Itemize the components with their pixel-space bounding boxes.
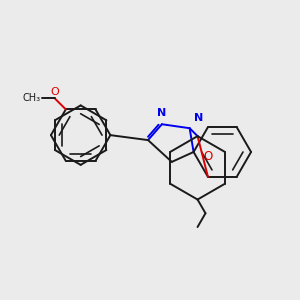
Text: CH₃: CH₃ xyxy=(22,93,41,103)
Text: N: N xyxy=(194,113,203,123)
Text: O: O xyxy=(203,150,212,163)
Text: N: N xyxy=(157,108,167,118)
Text: O: O xyxy=(50,87,59,97)
